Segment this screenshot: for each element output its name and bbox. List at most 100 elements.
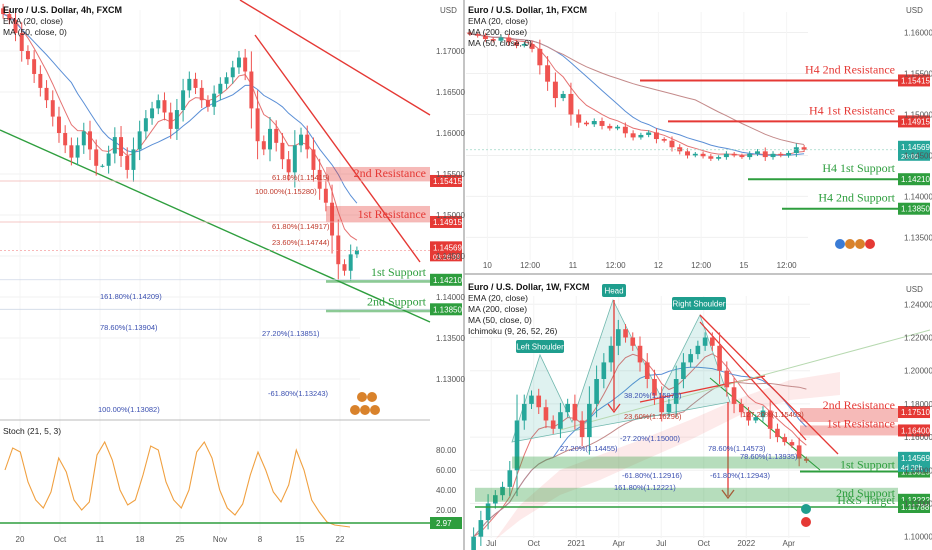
- candle-body: [342, 264, 347, 271]
- candle-body: [622, 126, 628, 134]
- resistance-zone: [800, 408, 898, 423]
- stoch-title[interactable]: Stoch (21, 5, 3): [3, 426, 61, 436]
- candle-body: [94, 149, 99, 166]
- fib-label: 161.80%(1.14209): [100, 292, 162, 301]
- br-currency-label: USD: [906, 285, 923, 294]
- candle-body: [746, 412, 751, 421]
- tr-ma50-legend[interactable]: MA (50, close, 0): [468, 38, 532, 48]
- candle-body: [717, 345, 722, 371]
- candle-body: [659, 395, 665, 413]
- support-zone: [326, 309, 430, 313]
- tr-currency-label: USD: [906, 6, 923, 15]
- candle-body: [521, 43, 527, 46]
- candle-body: [493, 495, 498, 504]
- x-tick-label: Apr: [613, 539, 626, 548]
- candle-body: [782, 437, 787, 443]
- br-ema-legend[interactable]: EMA (20, close): [468, 293, 528, 303]
- candle-body: [708, 156, 714, 159]
- candle-body: [25, 51, 30, 60]
- x-tick-label: 12:00: [777, 261, 798, 270]
- economic-events-icon[interactable]: [350, 392, 380, 415]
- br-ma50-legend[interactable]: MA (50, close, 0): [468, 315, 532, 325]
- candle-body: [638, 134, 644, 138]
- candle-body: [702, 337, 708, 346]
- candle-body: [677, 147, 683, 152]
- candle-body: [199, 87, 204, 101]
- current-price-tag: [898, 451, 930, 472]
- level-label: 2nd Resistance: [354, 166, 426, 180]
- candle-body: [644, 362, 650, 379]
- candle-body: [623, 329, 628, 338]
- candle-body: [311, 149, 316, 170]
- y-tick-label: 1.10000: [904, 533, 932, 542]
- candle-body: [565, 403, 570, 413]
- stoch-value-tag: [430, 517, 462, 529]
- tr-ma200-legend[interactable]: MA (200, close): [468, 27, 527, 37]
- x-tick-label: 11: [96, 535, 105, 544]
- left-ma-legend[interactable]: MA (50, close, 0): [3, 27, 67, 37]
- countdown-label: 03:26:09: [433, 254, 460, 261]
- candle-body: [506, 37, 512, 43]
- x-tick-label: 22: [336, 535, 345, 544]
- candle-body: [681, 362, 686, 379]
- level-label: H4 2nd Resistance: [805, 62, 895, 76]
- left-time-axis: 20 Oct 11 18 25 Nov 8 15 22: [16, 535, 345, 544]
- x-tick-label: 12:00: [520, 261, 541, 270]
- br-symbol-title[interactable]: Euro / U.S. Dollar, 1W, FXCM: [468, 282, 590, 292]
- fib-label: 100.00%(1.15280): [255, 187, 317, 196]
- candle-body: [731, 387, 737, 404]
- candle-body: [150, 108, 155, 119]
- fib-label: 27.20%(1.13851): [262, 329, 320, 338]
- price-tag-label: 1.14915: [433, 218, 462, 227]
- current-price-label: 1.14569: [901, 143, 930, 152]
- ema-line: [2, 13, 358, 241]
- countdown-label: 4d 20h: [901, 465, 923, 472]
- y-tick-label: 1.15000: [436, 211, 465, 220]
- downtrend-line: [254, 34, 421, 263]
- left-ema-legend[interactable]: EMA (20, close): [3, 16, 63, 26]
- economic-events-icon[interactable]: [801, 504, 811, 527]
- x-tick-label: 8: [258, 535, 263, 544]
- y-tick-label: 1.14500: [904, 151, 932, 160]
- candle-body: [568, 93, 574, 115]
- y-tick-label: 1.16500: [436, 88, 465, 97]
- y-tick-label: 1.16000: [904, 433, 932, 442]
- candle-body: [723, 153, 729, 158]
- head-label: Head: [604, 287, 623, 296]
- y-tick-label: 1.24000: [904, 300, 932, 309]
- price-tag-label: 1.11788: [901, 503, 930, 512]
- stoch-tick-label: 60.00: [436, 466, 457, 475]
- y-tick-label: 1.16000: [904, 28, 932, 37]
- candle-body: [770, 153, 776, 158]
- candle-body: [688, 354, 693, 363]
- price-tag: [430, 174, 462, 187]
- x-tick-label: Jul: [656, 539, 666, 548]
- level-label: H&S Target: [837, 493, 895, 507]
- y-tick-label: 1.13500: [436, 334, 465, 343]
- x-tick-label: Oct: [54, 535, 67, 544]
- arrow-head: [607, 403, 621, 414]
- price-tag-label: 1.12222: [901, 496, 930, 505]
- candle-body: [583, 122, 589, 125]
- economic-events-icon[interactable]: [835, 239, 875, 249]
- candle-body: [724, 370, 730, 388]
- price-tag: [430, 215, 462, 228]
- candle-body: [323, 188, 328, 203]
- fib-label: -61.80%(1.12916): [622, 471, 683, 480]
- y-tick-label: 1.15500: [904, 69, 932, 78]
- y-tick-label: 1.14000: [904, 192, 932, 201]
- candle-body: [594, 378, 599, 404]
- br-ma200-legend[interactable]: MA (200, close): [468, 304, 527, 314]
- candle-body: [482, 35, 488, 40]
- y-tick-label: 1.14000: [904, 466, 932, 475]
- left-symbol-title[interactable]: Euro / U.S. Dollar, 4h, FXCM: [3, 5, 122, 15]
- tr-symbol-title[interactable]: Euro / U.S. Dollar, 1h, FXCM: [468, 5, 587, 15]
- br-ichimoku-legend[interactable]: Ichimoku (9, 26, 52, 26): [468, 326, 557, 336]
- candle-body: [498, 37, 504, 41]
- tr-ema-legend[interactable]: EMA (20, close): [468, 16, 528, 26]
- candle-body: [576, 114, 582, 123]
- candle-body: [280, 142, 285, 160]
- candle-body: [268, 128, 272, 150]
- y-tick-label: 1.17000: [436, 47, 465, 56]
- x-tick-label: 20: [16, 535, 25, 544]
